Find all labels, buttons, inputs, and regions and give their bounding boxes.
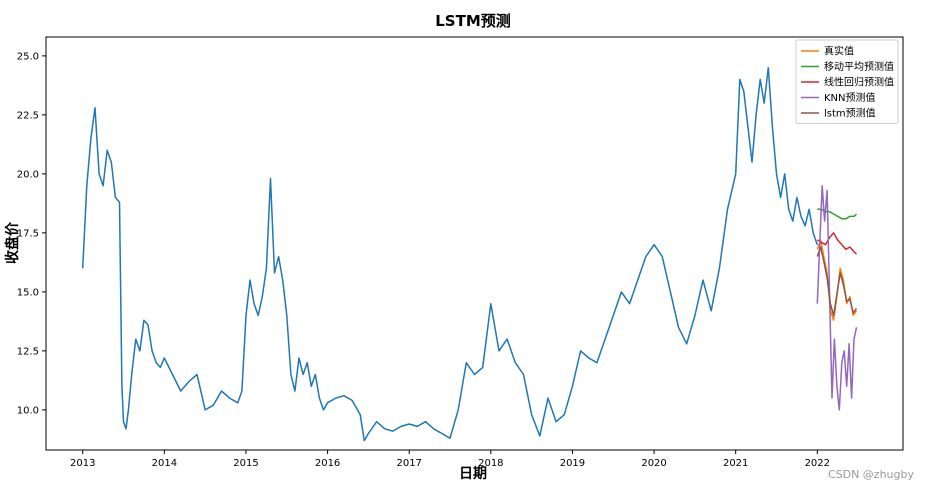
x-tick-label: 2013 (70, 458, 95, 469)
y-tick-label: 10.0 (17, 405, 39, 416)
x-tick-label: 2020 (641, 458, 666, 469)
legend-box (795, 39, 899, 124)
legend-label: lstm预测值 (824, 107, 876, 120)
chart-title: LSTM预测 (435, 12, 511, 30)
y-axis: 10.0 12.5 15.0 17.5 20.0 22.5 25.0 (17, 51, 46, 416)
y-tick-label: 20.0 (17, 169, 39, 180)
y-tick-label: 17.5 (17, 228, 39, 239)
series-line-1 (816, 239, 858, 321)
x-axis: 2013 2014 2015 2016 2017 2018 2019 2020 2021 2022 (70, 450, 830, 469)
y-axis-label: 收盘价 (4, 221, 21, 264)
legend-label: 真实值 (824, 45, 854, 58)
legend-label: KNN预测值 (824, 91, 876, 104)
series-line-4 (816, 184, 858, 411)
series-line-5 (816, 246, 858, 317)
x-tick-label: 2016 (315, 458, 340, 469)
plot-area (45, 36, 904, 451)
y-tick-label: 15.0 (17, 287, 39, 298)
x-tick-label: 2021 (723, 458, 748, 469)
x-tick-label: 2017 (396, 458, 421, 469)
x-axis-label: 日期 (459, 466, 487, 482)
x-tick-label: 2019 (560, 458, 585, 469)
legend-label: 移动平均预测值 (824, 60, 894, 73)
watermark: CSDN @zhugby (828, 468, 915, 481)
x-tick-label: 2022 (805, 458, 830, 469)
legend-label: 线性回归预测值 (824, 76, 894, 89)
series-line-0 (81, 66, 819, 442)
y-tick-label: 12.5 (17, 346, 39, 357)
x-tick-label: 2015 (233, 458, 258, 469)
y-tick-label: 22.5 (17, 110, 39, 121)
x-tick-label: 2014 (152, 458, 177, 469)
y-tick-label: 25.0 (17, 51, 39, 62)
series-line-3 (816, 232, 858, 255)
series-layer (81, 66, 858, 442)
x-tick-label: 2018 (478, 458, 503, 469)
